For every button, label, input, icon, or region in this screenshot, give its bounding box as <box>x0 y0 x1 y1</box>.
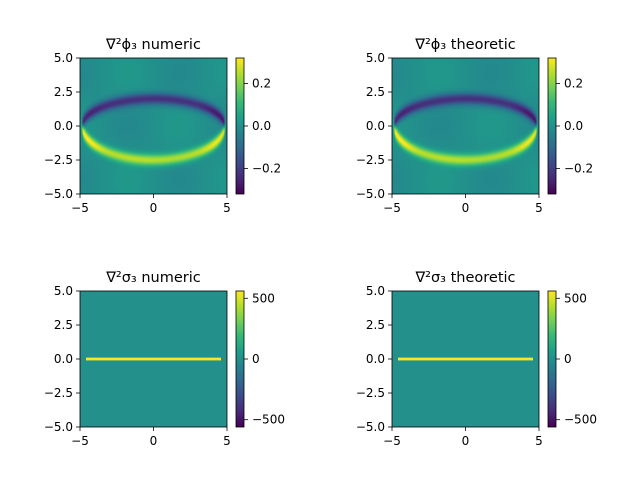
y-tick-label: 2.5 <box>54 318 73 332</box>
subplot-title: ∇²σ₃ theoretic <box>414 270 515 286</box>
heatmap-image <box>80 58 227 194</box>
x-tick-label: 5 <box>535 201 543 215</box>
colorbar-tick-label: 500 <box>252 291 275 305</box>
heatmap-image <box>392 58 539 194</box>
colorbar-tick-label: −500 <box>564 413 597 427</box>
colorbar <box>235 290 245 428</box>
y-tick-label: 5.0 <box>366 51 385 65</box>
x-tick-label: −5 <box>383 201 401 215</box>
x-tick-label: −5 <box>71 201 89 215</box>
y-tick-label: −2.5 <box>44 153 73 167</box>
colorbar-tick-label: 500 <box>564 291 587 305</box>
subplot-title: ∇²σ₃ numeric <box>105 270 201 286</box>
x-tick-label: 0 <box>150 201 158 215</box>
y-tick-label: −5.0 <box>44 420 73 434</box>
y-tick-label: −5.0 <box>44 187 73 201</box>
x-tick-label: 5 <box>223 434 231 448</box>
y-tick-label: 0.0 <box>366 352 385 366</box>
x-tick-label: 0 <box>150 434 158 448</box>
colorbar-tick-label: 0.0 <box>564 119 583 133</box>
x-tick-label: −5 <box>383 434 401 448</box>
y-tick-label: 0.0 <box>54 352 73 366</box>
colorbar-tick-label: 0.2 <box>252 77 271 91</box>
x-tick-label: 0 <box>462 201 470 215</box>
heatmap-image <box>392 291 539 427</box>
colorbar-tick-label: −0.2 <box>252 162 281 176</box>
y-tick-label: −5.0 <box>356 420 385 434</box>
subplot-4: ∇²σ₃ theoretic −5 0 5 5.0 2.5 0.0 −2.5 −5.0 500 0 −… <box>356 270 597 448</box>
y-tick-label: 5.0 <box>366 284 385 298</box>
y-tick-label: 2.5 <box>366 85 385 99</box>
colorbar-tick-label: −0.2 <box>564 162 593 176</box>
x-tick-label: 5 <box>223 201 231 215</box>
subplot-2: ∇²ϕ₃ theoretic −5 0 5 5.0 2.5 0.0 −2.5 −5.0 0.2 0.… <box>356 37 593 215</box>
heatmap-image <box>80 291 227 427</box>
y-tick-label: −2.5 <box>356 386 385 400</box>
y-tick-label: 5.0 <box>54 284 73 298</box>
colorbar <box>547 57 557 195</box>
y-tick-label: 2.5 <box>54 85 73 99</box>
subplot-title: ∇²ϕ₃ numeric <box>105 37 201 53</box>
y-tick-label: 2.5 <box>366 318 385 332</box>
colorbar-tick-label: 0.2 <box>564 77 583 91</box>
x-tick-label: 5 <box>535 434 543 448</box>
x-tick-label: 0 <box>462 434 470 448</box>
colorbar <box>547 290 557 428</box>
x-tick-label: −5 <box>71 434 89 448</box>
y-tick-label: −2.5 <box>44 386 73 400</box>
colorbar <box>235 57 245 195</box>
subplot-title: ∇²ϕ₃ theoretic <box>414 37 515 53</box>
y-tick-label: −2.5 <box>356 153 385 167</box>
colorbar-tick-label: −500 <box>252 413 285 427</box>
colorbar-tick-label: 0.0 <box>252 119 271 133</box>
y-tick-label: 0.0 <box>366 119 385 133</box>
y-tick-label: 0.0 <box>54 119 73 133</box>
colorbar-tick-label: 0 <box>252 352 260 366</box>
colorbar-tick-label: 0 <box>564 352 572 366</box>
y-tick-label: −5.0 <box>356 187 385 201</box>
subplot-3: ∇²σ₃ numeric −5 0 5 5.0 2.5 0.0 −2.5 −5.0 500 0 −50… <box>44 270 285 448</box>
subplot-1: ∇²ϕ₃ numeric −5 0 5 5.0 2.5 0.0 −2.5 −5.0 0.2 0.0 −… <box>44 37 281 215</box>
y-tick-label: 5.0 <box>54 51 73 65</box>
